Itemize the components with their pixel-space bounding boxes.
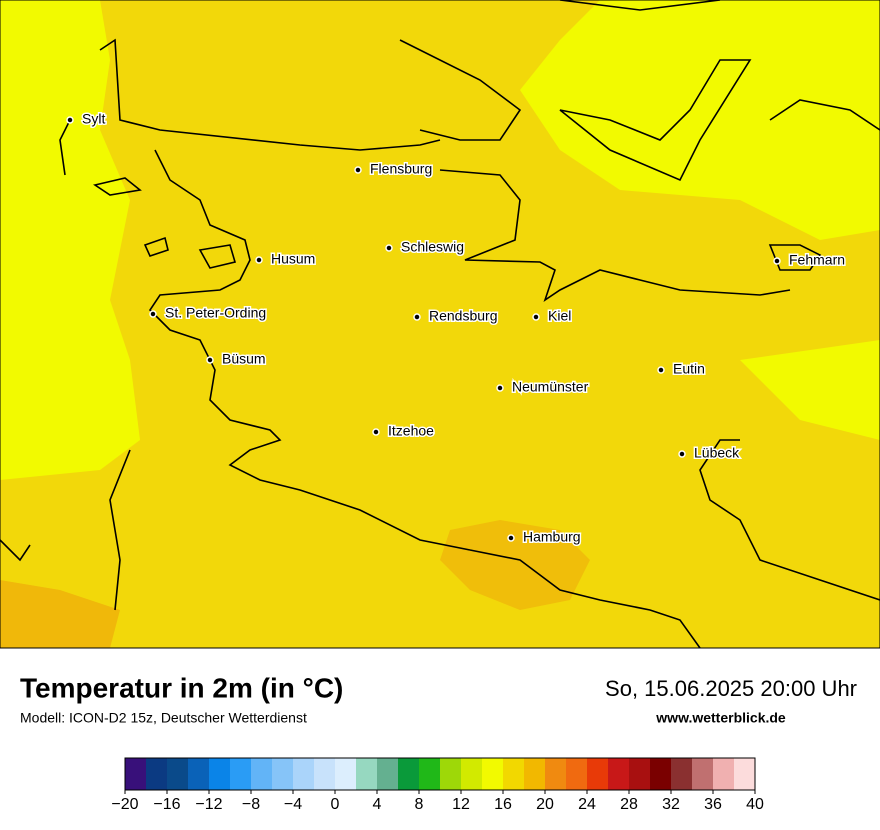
city-label: Hamburg <box>523 529 581 545</box>
colorbar-tick-label: −4 <box>284 796 302 813</box>
colorbar-segment <box>713 758 735 790</box>
colorbar-tick-label: 4 <box>373 796 382 813</box>
colorbar-tick-label: 20 <box>536 796 554 813</box>
city-dot <box>507 534 515 542</box>
colorbar-tick-label: 12 <box>452 796 470 813</box>
city-dot <box>206 356 214 364</box>
colorbar-border <box>124 757 756 791</box>
colorbar-segment <box>146 758 168 790</box>
colorbar-segment <box>692 758 714 790</box>
title: Temperatur in 2m (in °C) <box>20 672 343 703</box>
city-dot <box>255 256 263 264</box>
city-dot <box>678 450 686 458</box>
cities: Sylt Flensburg Schleswig Husum St. Peter-Ord… <box>66 109 847 546</box>
colorbar-segment <box>398 758 420 790</box>
colorbar-segment <box>482 758 504 790</box>
colorbar: −20 −16 −12 −8 −4 0 4 8 12 16 20 24 28 32 36 40 <box>111 757 764 813</box>
colorbar-tick-label: −12 <box>195 796 222 813</box>
colorbar-segment <box>167 758 189 790</box>
colorbar-segment <box>335 758 357 790</box>
city-label: Büsum <box>222 351 266 367</box>
colorbar-segment <box>608 758 630 790</box>
colorbar-segment <box>209 758 231 790</box>
colorbar-segment <box>251 758 273 790</box>
colorbar-tick-label: −16 <box>153 796 180 813</box>
city-dot <box>66 116 74 124</box>
city-label: Rendsburg <box>429 308 498 324</box>
city-dot <box>385 244 393 252</box>
colorbar-segment <box>566 758 588 790</box>
colorbar-tick-label: −8 <box>242 796 260 813</box>
colorbar-segment <box>230 758 252 790</box>
colorbar-segment <box>314 758 336 790</box>
colorbar-segment <box>293 758 315 790</box>
colorbar-segment <box>440 758 462 790</box>
colorbar-tick-label: 36 <box>704 796 722 813</box>
city-label: Eutin <box>673 361 705 377</box>
city-label: Schleswig <box>401 239 464 255</box>
city-dot <box>149 310 157 318</box>
city-label: Flensburg <box>370 161 432 177</box>
colorbar-tick-label: −20 <box>111 796 138 813</box>
colorbar-segment <box>587 758 609 790</box>
coastlines <box>0 0 880 649</box>
colorbar-segment <box>503 758 525 790</box>
colorbar-tick-label: 32 <box>662 796 680 813</box>
city-label: Lübeck <box>694 445 740 461</box>
colorbar-segment <box>125 758 147 790</box>
colorbar-segment <box>545 758 567 790</box>
city-dot <box>496 384 504 392</box>
city-dot <box>413 313 421 321</box>
colorbar-segment <box>356 758 378 790</box>
colorbar-segment <box>188 758 210 790</box>
colorbar-segment <box>734 758 756 790</box>
colorbar-segment <box>461 758 483 790</box>
colorbar-segment <box>671 758 693 790</box>
city-label: Itzehoe <box>388 423 434 439</box>
city-label: St. Peter-Ording <box>165 305 266 321</box>
city-label: Kiel <box>548 308 571 324</box>
colorbar-segment <box>419 758 441 790</box>
colorbar-tick-label: 8 <box>415 796 424 813</box>
map-background <box>0 0 880 649</box>
city-label: Sylt <box>82 111 105 127</box>
colorbar-tick-label: 0 <box>331 796 340 813</box>
city-dot <box>532 313 540 321</box>
date: So, 15.06.2025 20:00 Uhr <box>605 676 857 701</box>
city-label: Husum <box>271 251 315 267</box>
colorbar-tick-label: 28 <box>620 796 638 813</box>
city-dot <box>657 366 665 374</box>
colorbar-segment <box>650 758 672 790</box>
colorbar-segment <box>524 758 546 790</box>
colorbar-segment <box>629 758 651 790</box>
website: www.wetterblick.de <box>655 710 786 726</box>
city-dot <box>773 257 781 265</box>
subtitle: Modell: ICON-D2 15z, Deutscher Wetterdie… <box>20 710 307 726</box>
city-label: Neumünster <box>512 379 589 395</box>
colorbar-tick-label: 40 <box>746 796 764 813</box>
colorbar-segment <box>272 758 294 790</box>
city-dot <box>354 166 362 174</box>
colorbar-tick-label: 16 <box>494 796 512 813</box>
colorbar-segment <box>377 758 399 790</box>
colorbar-tick-label: 24 <box>578 796 596 813</box>
city-dot <box>372 428 380 436</box>
city-label: Fehmarn <box>789 252 845 268</box>
